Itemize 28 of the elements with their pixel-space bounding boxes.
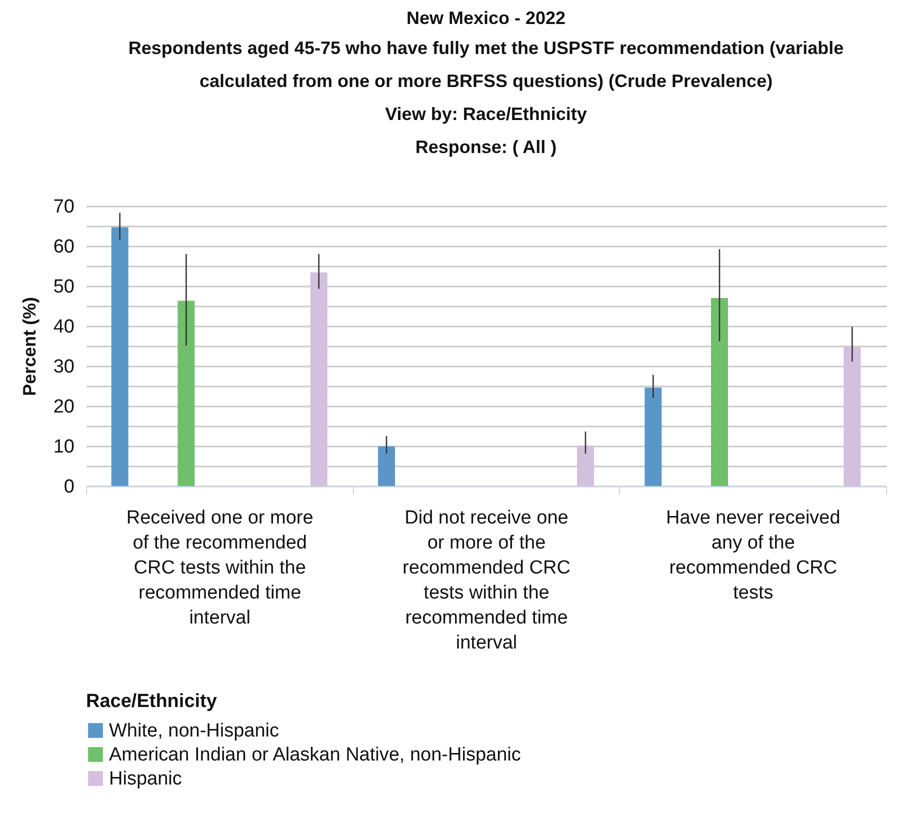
x-tick-label: Received one or more of the recommended CRC tests within the recommended time interval — [126, 508, 314, 628]
chart-title: New Mexico - 2022 — [406, 8, 566, 28]
bar — [844, 347, 861, 486]
bar — [378, 446, 395, 486]
bar — [577, 446, 594, 486]
y-tick-label: 40 — [53, 316, 74, 338]
y-tick-label: 0 — [64, 476, 74, 498]
x-tick-label: Did not receive one or more of the recommended CRC tests within the recommended time interval — [402, 508, 570, 654]
y-tick-label: 30 — [53, 356, 74, 378]
y-tick-label: 70 — [53, 196, 74, 218]
x-tick-label: Have never received any of the recommended CRC tests — [666, 508, 840, 604]
chart-subtitle: Respondents aged 45-75 who have fully met the USPSTF recommendation (variable calculated from one or more BRFSS questions) (Crude Prevalence) — [128, 38, 844, 91]
legend-label: American Indian or Alaskan Native, non-Hispanic — [109, 744, 521, 766]
legend-label: Hispanic — [109, 768, 182, 790]
bar — [644, 388, 662, 486]
bar — [178, 300, 195, 486]
y-tick-label: 50 — [53, 276, 74, 298]
bar — [310, 272, 328, 486]
y-tick-label: 20 — [53, 396, 74, 418]
y-axis-title: Percent (%) — [19, 296, 40, 396]
bar — [711, 298, 728, 486]
y-tick-label: 60 — [53, 236, 74, 258]
legend-title: Race/Ethnicity — [86, 691, 218, 712]
text: View by: Race/Ethnicity — [385, 104, 587, 124]
y-tick-label: 10 — [53, 436, 74, 458]
text: Response: ( All ) — [415, 137, 557, 157]
legend-label: White, non-Hispanic — [109, 720, 280, 742]
bar — [111, 227, 128, 486]
